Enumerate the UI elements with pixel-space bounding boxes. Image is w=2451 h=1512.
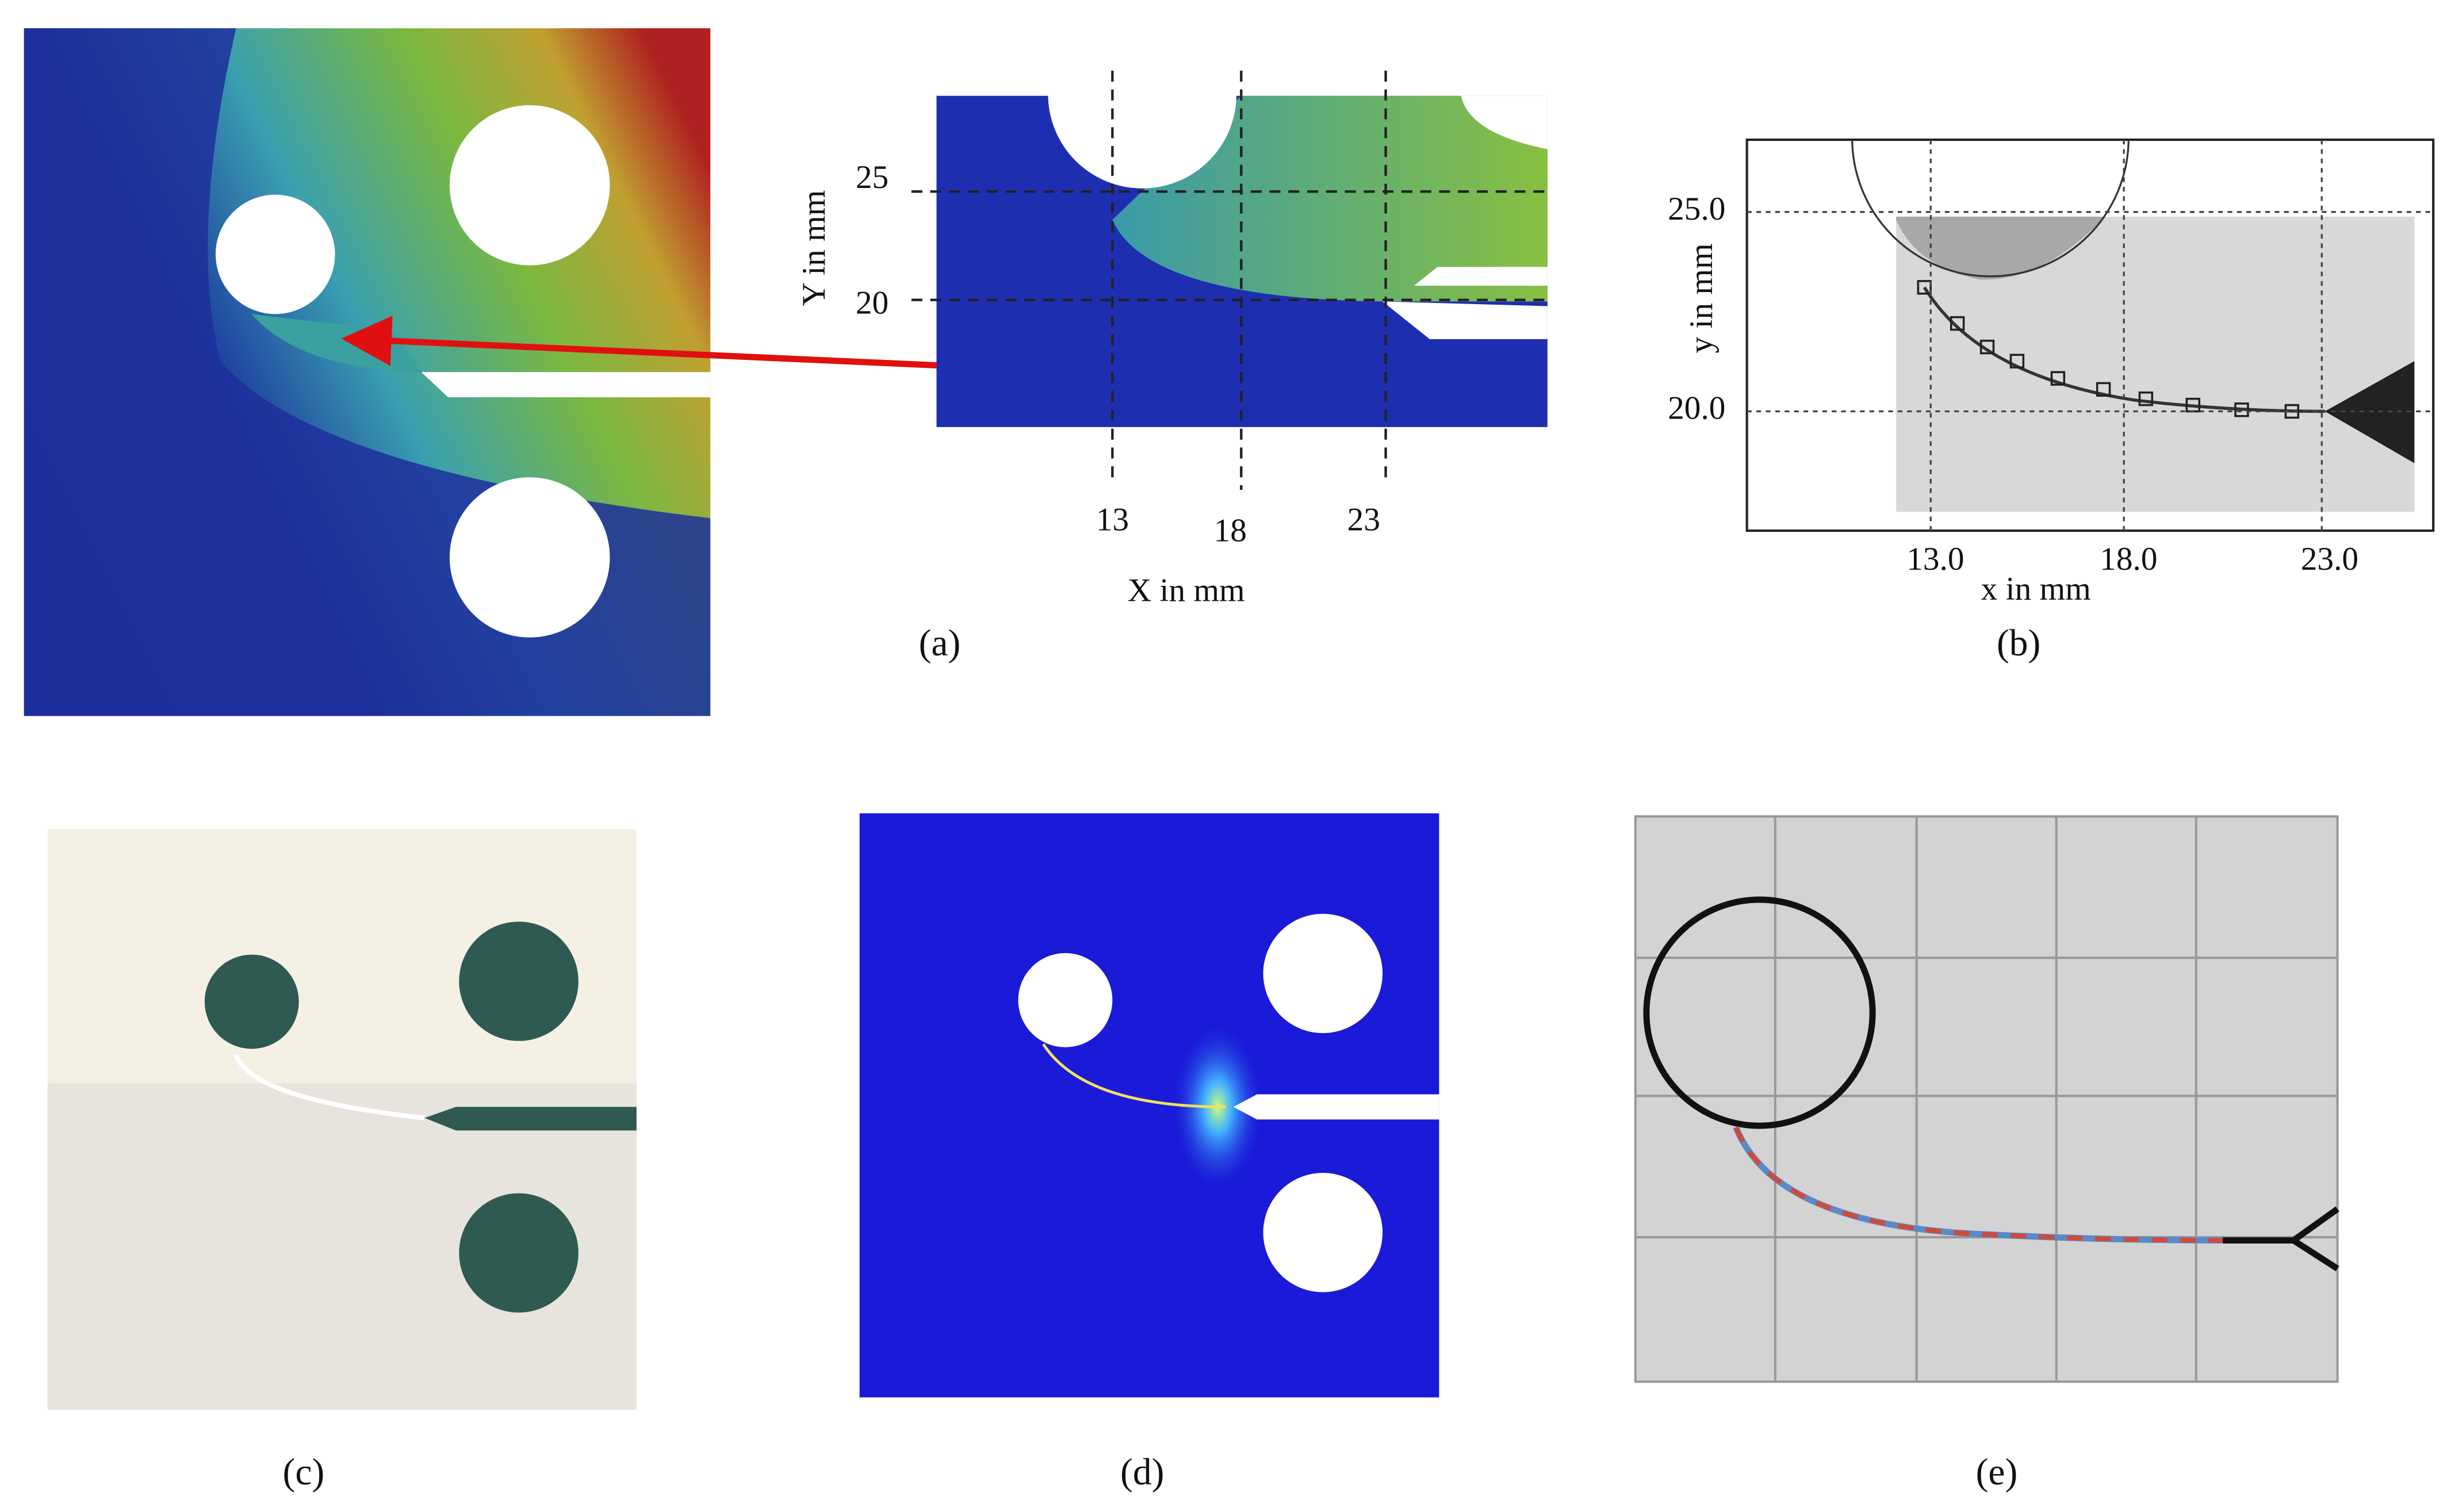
y-tick-label: 20.0 xyxy=(1668,390,1725,427)
x-tick-label: 18 xyxy=(1214,513,1247,549)
panel-label: (a) xyxy=(919,623,961,664)
x-tick-label: 18.0 xyxy=(2100,541,2157,577)
y-tick-label: 25 xyxy=(856,159,889,195)
x-axis-label: X in mm xyxy=(1128,572,1245,608)
fe-model xyxy=(24,28,948,716)
x-tick-label: 23 xyxy=(1347,502,1380,538)
y-tick-label: 20 xyxy=(856,285,889,321)
panel-label: (e) xyxy=(1976,1452,2018,1493)
panel-e: (e) xyxy=(1634,815,2339,1493)
panel-b: 25.0 20.0 13.0 18.0 23.0 y in mm x in mm… xyxy=(1668,139,2435,664)
x-tick-label: 23.0 xyxy=(2301,541,2358,577)
x-tick-label: 13 xyxy=(1096,502,1129,538)
x-tick-label: 13.0 xyxy=(1906,541,1964,577)
panel-label: (b) xyxy=(1997,623,2040,664)
x-axis-label: x in mm xyxy=(1981,571,2091,607)
panel-d: (d) xyxy=(859,813,1439,1493)
y-tick-label: 25.0 xyxy=(1668,191,1725,227)
panel-c: (c) xyxy=(47,828,637,1493)
panel-label: (c) xyxy=(283,1452,325,1493)
y-axis-label: Y in mm xyxy=(796,190,832,306)
y-axis-label: y in mm xyxy=(1683,243,1719,353)
panel-a: 25 20 13 18 23 Y in mm X in mm (a) xyxy=(796,0,1548,664)
panel-label: (d) xyxy=(1120,1452,1164,1493)
